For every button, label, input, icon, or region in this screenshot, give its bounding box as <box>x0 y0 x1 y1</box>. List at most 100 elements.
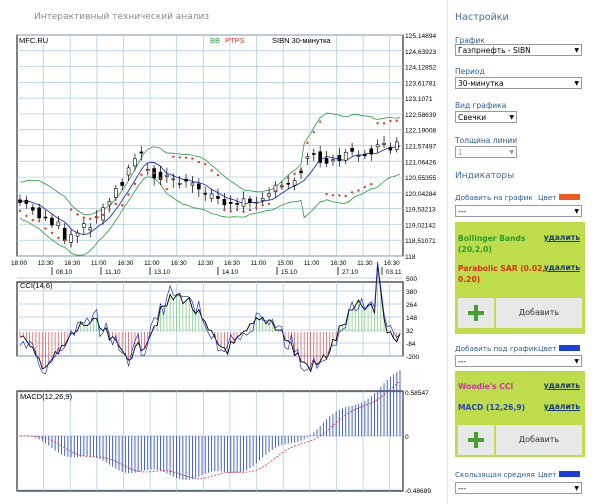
parabolic-sar-dot <box>120 204 124 207</box>
candle-body <box>24 199 29 204</box>
plus-icon[interactable] <box>458 298 494 328</box>
time-tick-label: 11:00 <box>144 260 160 267</box>
color-swatch-orange[interactable] <box>559 194 580 200</box>
parabolic-sar-dot <box>287 176 290 180</box>
candle-body <box>222 199 227 206</box>
bollinger-upper-line <box>19 112 401 216</box>
parabolic-sar-dot <box>216 173 220 177</box>
indicators-title: Индикаторы <box>455 171 515 181</box>
price-tick-label: 124,12852 <box>405 65 437 72</box>
panel-frame-3 <box>16 390 404 492</box>
candle-body <box>254 201 259 204</box>
date-tick-label: 13.10 <box>154 269 170 276</box>
chart-select[interactable]: Газпрнефть - SIBN ▼ <box>455 44 582 56</box>
parabolic-sar-dot <box>18 209 22 212</box>
color-swatch-blue[interactable] <box>559 471 580 477</box>
chevron-down-icon: ▼ <box>574 358 579 365</box>
color-label: Цвет <box>538 193 557 202</box>
delete-parabolic-link[interactable]: удалить <box>543 263 580 272</box>
add-on-chart-label: Добавить на график <box>455 193 533 202</box>
parabolic-sar-dot <box>261 204 264 207</box>
delete-macd-link[interactable]: удалить <box>543 402 580 411</box>
moving-average-select[interactable]: --- ▼ <box>455 482 582 494</box>
view-label: Вид графика <box>455 101 507 110</box>
add-under-chart-button[interactable]: Добавить <box>496 425 582 455</box>
candle-body <box>209 193 214 200</box>
candle-body <box>165 174 169 177</box>
time-tick-label: 11:00 <box>304 260 320 267</box>
period-label: Период <box>455 67 485 76</box>
cci-tick-label: 500 <box>406 276 417 283</box>
parabolic-sar-dot <box>210 169 213 172</box>
price-tick-label: 119,53213 <box>405 207 436 214</box>
on-chart-select-value: --- <box>458 207 467 216</box>
indicator-woodies-cci: Woodie's CCI <box>458 382 514 391</box>
candle-body <box>299 170 303 174</box>
parabolic-sar-dot <box>274 190 277 193</box>
delete-bollinger-link[interactable]: удалить <box>543 233 580 242</box>
moving-average-label: Скользящая средняя <box>455 470 535 479</box>
parabolic-sar-dot <box>248 208 252 212</box>
parabolic-sar-dot <box>82 216 86 219</box>
on-chart-add-row: Добавить <box>458 298 582 328</box>
cci-tick-label: -84 <box>406 341 416 348</box>
candle-body <box>184 178 188 182</box>
parabolic-sar-dot <box>344 194 347 198</box>
price-tick-label: 124,63923 <box>405 49 437 56</box>
time-tick-label: 18:00 <box>11 260 27 267</box>
parabolic-sar-dot <box>165 187 169 191</box>
parabolic-sar-dot <box>133 182 137 186</box>
price-tick-label: 122,19008 <box>405 128 437 135</box>
price-tick-label: 121,57497 <box>405 144 437 151</box>
candle-body <box>248 198 252 203</box>
candle-body <box>88 227 93 231</box>
view-select[interactable]: Свечки ▼ <box>455 111 517 123</box>
parabolic-sar-dot <box>395 119 399 122</box>
cci-title: CCI(14,6) <box>20 281 53 290</box>
color-label: Цвет <box>538 470 557 479</box>
time-tick-label: 16:30 <box>64 260 80 267</box>
time-tick-label: 15:00 <box>277 260 293 267</box>
price-tick-label: 118 <box>405 254 416 261</box>
candle-body <box>107 200 112 206</box>
on-chart-select[interactable]: --- ▼ <box>455 205 582 217</box>
candle-body <box>235 202 239 205</box>
view-select-value: Свечки <box>458 113 487 122</box>
macd-tick-label: -0.48689 <box>405 488 431 495</box>
macd-tick-label: 0.58547 <box>405 390 429 397</box>
candle-body <box>337 155 342 162</box>
parabolic-sar-dot <box>229 210 232 213</box>
parabolic-sar-dot <box>350 191 354 194</box>
color-label: Цвет <box>538 344 557 353</box>
bollinger-middle-line <box>19 145 401 236</box>
add-on-chart-button[interactable]: Добавить <box>496 298 582 328</box>
width-select[interactable]: 1 ▼ <box>455 146 517 158</box>
on-chart-indicator-list: Bollinger Bands (20,2,0) удалить Parabol… <box>455 222 585 334</box>
candle-body <box>82 223 86 228</box>
chart-select-value: Газпрнефть - SIBN <box>458 46 531 55</box>
parabolic-sar-dot <box>159 177 162 180</box>
candle-body <box>30 207 35 211</box>
legend-ptps: PTPS <box>225 36 245 45</box>
date-tick-label: 11.10 <box>105 269 121 276</box>
parabolic-sar-dot <box>25 214 28 218</box>
cci-line <box>19 263 401 373</box>
candle-body <box>139 151 144 154</box>
chart-label: График <box>455 36 485 45</box>
color-swatch-blue[interactable] <box>559 345 580 351</box>
under-chart-select[interactable]: --- ▼ <box>455 355 582 367</box>
chevron-down-icon: ▼ <box>509 149 514 156</box>
date-tick-label: 03.11 <box>386 269 402 276</box>
width-label: Толщина линии <box>455 136 518 145</box>
divider <box>447 0 448 504</box>
delete-cci-link[interactable]: удалить <box>543 381 580 390</box>
candle-body <box>197 183 201 190</box>
chevron-down-icon: ▼ <box>574 80 579 87</box>
parabolic-sar-dot <box>172 155 175 158</box>
parabolic-sar-dot <box>37 219 41 223</box>
plus-icon[interactable] <box>458 425 494 455</box>
period-select[interactable]: 30-минутка ▼ <box>455 77 582 89</box>
candle-body <box>324 158 329 164</box>
candle-body <box>56 221 61 227</box>
parabolic-sar-dot <box>338 194 341 197</box>
